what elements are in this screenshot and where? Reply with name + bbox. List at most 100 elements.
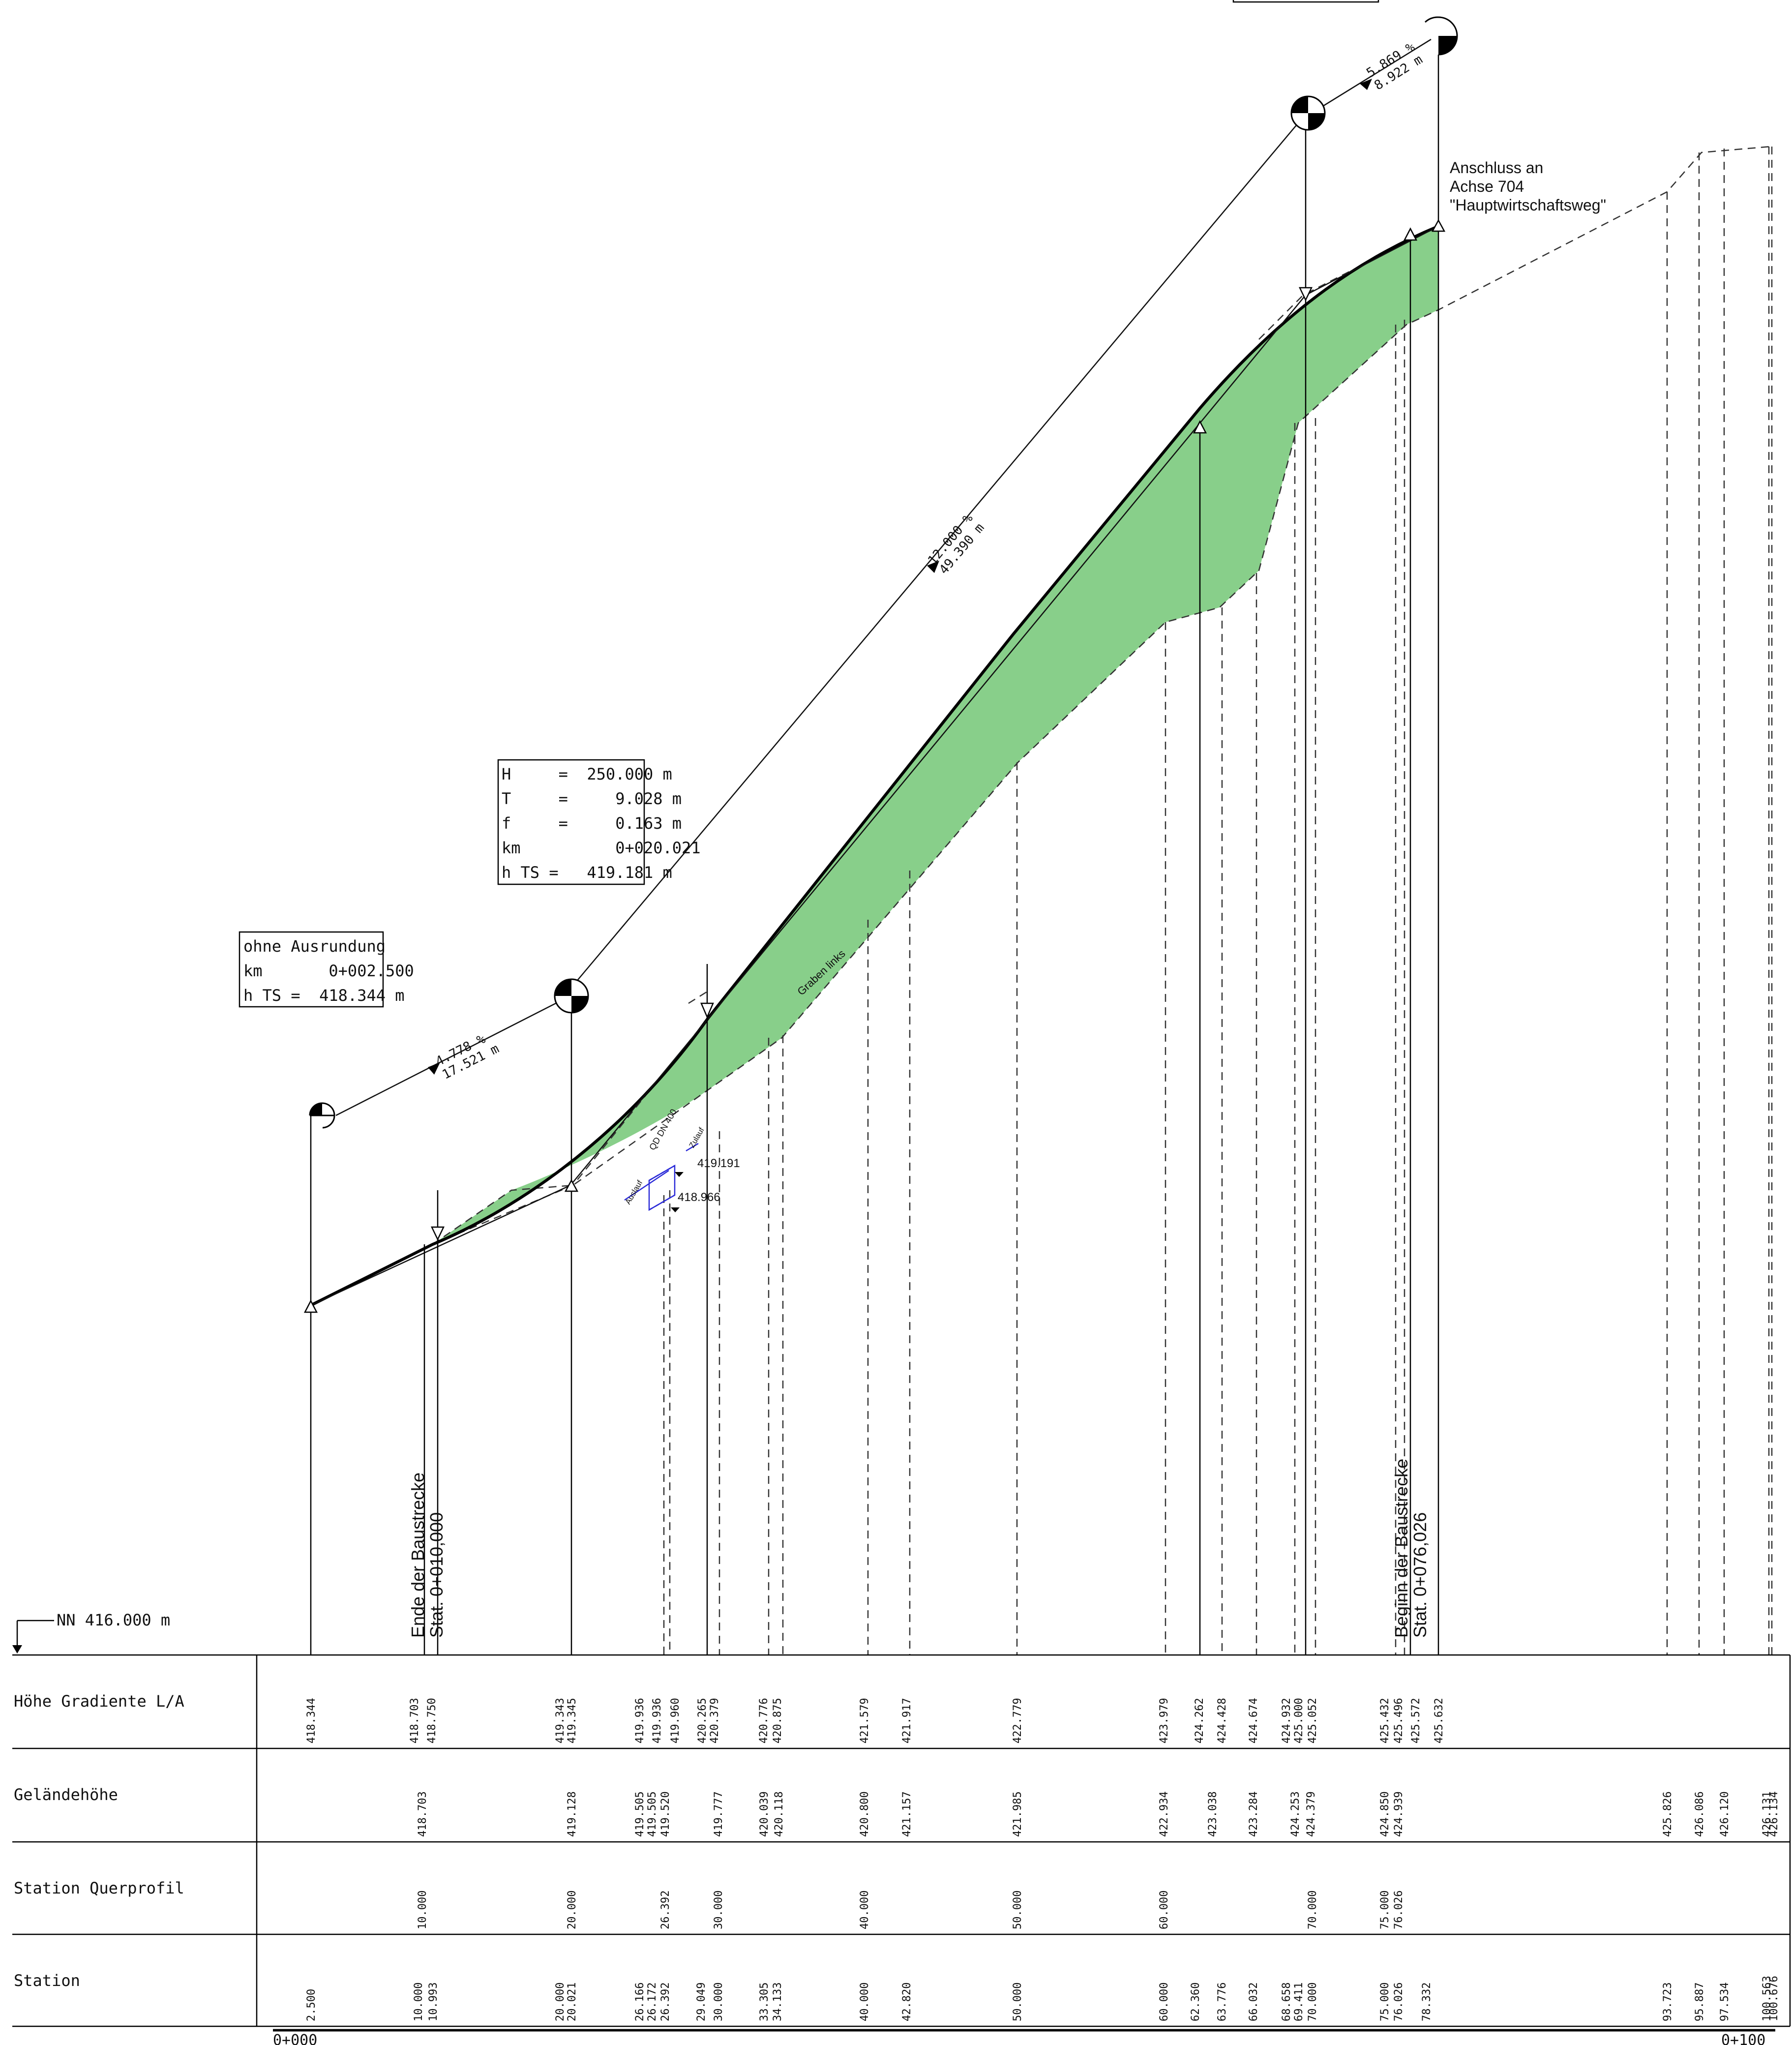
station-lines-solid (310, 55, 1439, 1655)
table-cell-station: 50.000 (1012, 1983, 1024, 2021)
table-cell-gradient: 418.750 (426, 1698, 438, 1744)
table-cell-station: 34.133 (772, 1983, 784, 2021)
table-cell-terrain: 419.505 (646, 1791, 658, 1837)
end-point-symbol (1424, 16, 1458, 56)
svg-text:ohne Ausrundung: ohne Ausrundung (243, 937, 386, 956)
table-cell-terrain: 426.134 (1768, 1791, 1780, 1837)
table-cell-station: 78.332 (1421, 1983, 1433, 2021)
table-cell-terrain: 418.703 (417, 1791, 429, 1837)
info-box-curve: H = 250.000 m T = 9.028 m f = 0.163 m km… (497, 759, 701, 885)
culvert-inlet-label: Zulauf (688, 1126, 706, 1149)
profile-table (12, 1654, 1791, 2027)
table-cell-cross: 26.392 (659, 1891, 672, 1929)
table-cell-cross: 76.026 (1393, 1891, 1405, 1929)
svg-text:T = 9.028 m: T = 9.028 m (502, 789, 682, 808)
terrain-line (432, 146, 1771, 1245)
table-cell-gradient: 424.428 (1216, 1698, 1228, 1744)
table-cell-terrain: 419.520 (659, 1791, 672, 1837)
table-cell-gradient: 424.674 (1248, 1698, 1260, 1744)
table-cell-station: 69.411 (1293, 1983, 1305, 2021)
table-cell-station: 40.000 (859, 1983, 871, 2021)
table-cell-terrain: 423.284 (1248, 1791, 1260, 1837)
table-cell-terrain: 424.379 (1305, 1791, 1317, 1837)
table-cell-station: 70.000 (1307, 1983, 1319, 2021)
table-cell-terrain: 426.120 (1719, 1791, 1731, 1837)
table-cell-gradient: 425.572 (1410, 1698, 1422, 1744)
info-box-no-rounding: ohne Ausrundung km 0+002.500 h TS = 418.… (239, 931, 414, 1008)
table-cell-terrain: 420.118 (773, 1791, 785, 1837)
table-cell-cross: 60.000 (1158, 1891, 1170, 1929)
level-label-2: 418.966 (678, 1191, 720, 1204)
table-cell-station: 42.820 (901, 1983, 913, 2021)
table-cell-cross: 40.000 (859, 1891, 871, 1929)
table-cell-station: 76.026 (1393, 1983, 1405, 2021)
table-cell-gradient: 425.432 (1379, 1698, 1391, 1744)
reference-level-label: NN 416.000 m (57, 1611, 170, 1629)
connection-label-line-1: Anschluss an (1450, 159, 1543, 177)
table-cell-station: 60.000 (1158, 1983, 1170, 2021)
table-cell-station: 2.500 (305, 1989, 318, 2021)
table-values: 418.344 418.703 418.750 419.343 419.345 419.9… (305, 1698, 1780, 2021)
table-cell-terrain: 426.086 (1694, 1791, 1706, 1837)
svg-text:km 0+002.500: km 0+002.500 (243, 962, 414, 980)
table-cell-cross: 20.000 (566, 1891, 578, 1929)
table-cell-gradient: 425.632 (1433, 1698, 1445, 1744)
svg-text:f = 0.163 m: f = 0.163 m (502, 814, 682, 833)
tangent-point-symbol-1 (305, 1102, 335, 1130)
table-cell-gradient: 425.496 (1393, 1698, 1405, 1744)
row-label-terrain: Geländehöhe (14, 1785, 118, 1804)
row-label-gradient: Höhe Gradiente L/A (14, 1692, 184, 1711)
table-cell-station: 26.392 (659, 1983, 672, 2021)
table-cell-gradient: 424.262 (1194, 1698, 1206, 1744)
table-cell-gradient: 419.936 (651, 1698, 663, 1744)
table-cell-terrain: 425.826 (1662, 1791, 1674, 1837)
table-cell-station: 93.723 (1662, 1983, 1674, 2021)
row-label-cross-section: Station Querprofil (14, 1879, 184, 1897)
table-cell-cross: 75.000 (1379, 1891, 1391, 1929)
vertex-point-symbol-2 (554, 978, 589, 1014)
table-cell-gradient: 419.936 (634, 1698, 646, 1744)
svg-text:h TS = 418.344 m: h TS = 418.344 m (243, 986, 405, 1005)
axis-end-label: 0+100 (1721, 2032, 1765, 2045)
cut-fill-area (433, 226, 1438, 1244)
table-cell-station: 10.000 (413, 1983, 425, 2021)
table-cell-terrain: 419.505 (634, 1791, 646, 1837)
table-cell-terrain: 424.253 (1289, 1791, 1302, 1837)
table-cell-terrain: 420.039 (758, 1791, 771, 1837)
reference-level-marker: NN 416.000 m (12, 1611, 170, 1654)
svg-text:h TS = 419.181 m: h TS = 419.181 m (502, 863, 672, 882)
table-cell-gradient: 420.379 (709, 1698, 721, 1744)
table-cell-station: 20.000 (554, 1983, 567, 2021)
table-cell-gradient: 419.960 (669, 1698, 682, 1744)
begin-construction-label-1: Beginn der Baustrecke (1391, 1459, 1411, 1638)
slope-line-3 (1317, 38, 1432, 110)
table-cell-station: 95.887 (1694, 1983, 1706, 2021)
table-cell-terrain: 422.934 (1158, 1791, 1170, 1837)
table-cell-terrain: 421.157 (901, 1791, 913, 1837)
table-cell-cross: 50.000 (1012, 1891, 1024, 1929)
table-cell-station: 68.658 (1281, 1983, 1293, 2021)
row-label-station: Station (14, 1971, 80, 1990)
table-cell-gradient: 421.579 (859, 1698, 871, 1744)
table-cell-cross: 70.000 (1307, 1891, 1319, 1929)
table-cell-cross: 10.000 (417, 1891, 429, 1929)
table-cell-station: 100.676 (1768, 1976, 1780, 2021)
table-cell-gradient: 419.343 (554, 1698, 567, 1744)
svg-text:km 0+020.021: km 0+020.021 (502, 839, 701, 857)
end-construction-label-1: Ende der Baustrecke (408, 1473, 428, 1638)
table-cell-gradient: 424.932 (1281, 1698, 1293, 1744)
table-cell-gradient: 418.344 (305, 1698, 318, 1744)
table-cell-station: 29.049 (695, 1983, 708, 2021)
table-cell-gradient: 425.000 (1293, 1698, 1305, 1744)
axis-start-label: 0+000 (273, 2032, 317, 2045)
table-cell-gradient: 418.703 (409, 1698, 421, 1744)
svg-text:H = 250.000 m: H = 250.000 m (502, 765, 672, 783)
table-cell-gradient: 419.345 (566, 1698, 578, 1744)
connection-label-line-3: "Hauptwirtschaftsweg" (1450, 196, 1606, 214)
table-cell-station: 97.534 (1719, 1983, 1731, 2021)
table-cell-station: 26.172 (646, 1983, 658, 2021)
table-cell-gradient: 420.265 (696, 1698, 709, 1744)
level-label-1: 419.191 (697, 1157, 740, 1170)
table-cell-terrain: 420.800 (859, 1791, 871, 1837)
